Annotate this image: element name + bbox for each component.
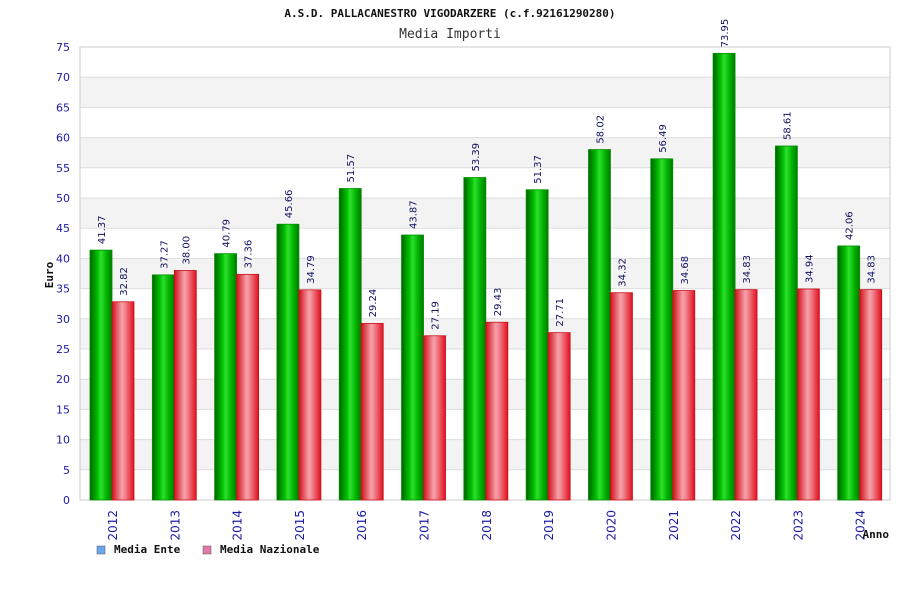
legend-label-media-nazionale: Media Nazionale xyxy=(220,543,320,556)
data-label: 40.79 xyxy=(222,219,233,248)
y-tick-label: 10 xyxy=(56,434,70,447)
y-tick-label: 0 xyxy=(63,494,70,507)
bar-media-ente xyxy=(214,253,238,501)
data-label: 37.27 xyxy=(159,240,170,269)
bar-media-ente xyxy=(338,188,362,501)
bar-media-ente xyxy=(525,189,549,501)
data-label: 56.49 xyxy=(658,124,669,153)
bar-media-nazionale xyxy=(111,301,135,501)
data-label: 45.66 xyxy=(284,190,295,219)
data-label: 51.57 xyxy=(346,154,357,183)
y-tick-label: 30 xyxy=(56,313,70,326)
legend-label-media-ente: Media Ente xyxy=(114,543,181,556)
bar-media-ente xyxy=(89,249,113,501)
bar-media-ente xyxy=(588,149,611,501)
y-tick-label: 55 xyxy=(56,162,70,175)
y-tick-label: 35 xyxy=(56,283,70,296)
chart-subtitle: Media Importi xyxy=(399,27,501,42)
bar-media-nazionale xyxy=(859,289,883,501)
bar-media-nazionale xyxy=(734,289,758,501)
y-tick-label: 5 xyxy=(63,464,70,477)
data-label: 34.83 xyxy=(867,255,878,284)
y-tick-label: 20 xyxy=(56,373,70,386)
x-tick-label: 2017 xyxy=(418,510,432,541)
y-tick-label: 45 xyxy=(56,222,70,235)
bar-media-nazionale xyxy=(796,288,820,501)
bar-media-ente xyxy=(712,52,736,501)
bar-media-nazionale xyxy=(610,292,633,501)
x-tick-label: 2012 xyxy=(106,510,120,541)
y-tick-label: 40 xyxy=(56,252,70,265)
x-axis-label: Anno xyxy=(863,528,890,541)
x-tick-label: 2019 xyxy=(542,510,556,541)
data-label: 42.06 xyxy=(845,211,856,240)
y-axis-label: Euro xyxy=(43,261,56,288)
bar-media-nazionale xyxy=(485,321,509,501)
x-tick-label: 2015 xyxy=(293,510,307,541)
bar-media-ente xyxy=(463,177,487,501)
bar-media-ente xyxy=(401,234,424,501)
bar-media-nazionale xyxy=(236,273,260,501)
bar-media-ente xyxy=(774,145,798,501)
x-tick-label: 2013 xyxy=(168,510,182,541)
data-label: 37.36 xyxy=(244,240,255,269)
data-label: 32.82 xyxy=(119,267,130,296)
x-tick-label: 2023 xyxy=(791,510,805,541)
y-tick-label: 60 xyxy=(56,132,70,145)
data-label: 58.61 xyxy=(782,111,793,140)
data-label: 27.71 xyxy=(555,298,566,327)
x-tick-label: 2021 xyxy=(667,510,681,541)
bar-media-nazionale xyxy=(547,332,571,501)
y-axis-ticks: 0 5 10 15 20 25 30 35 40 45 50 55 60 65 70 75 xyxy=(56,41,70,507)
data-label: 58.02 xyxy=(595,115,606,144)
data-label: 34.32 xyxy=(617,258,628,287)
legend-swatch-media-ente xyxy=(96,545,106,555)
x-tick-label: 2014 xyxy=(231,510,245,541)
y-tick-label: 50 xyxy=(56,192,70,205)
bar-media-ente xyxy=(650,158,674,501)
data-label: 27.19 xyxy=(431,301,442,330)
data-label: 73.95 xyxy=(720,19,731,48)
value-labels: 41.37 32.82 37.27 38.00 40.79 37.36 45.66 34.79… xyxy=(97,19,878,330)
y-tick-label: 65 xyxy=(56,101,70,114)
x-tick-label: 2018 xyxy=(480,510,494,541)
data-label: 34.83 xyxy=(742,255,753,284)
y-tick-label: 70 xyxy=(56,71,70,84)
x-tick-label: 2020 xyxy=(604,510,618,541)
grid-band xyxy=(80,137,890,168)
data-label: 34.79 xyxy=(306,255,317,284)
bar-media-ente xyxy=(837,245,861,501)
bar-media-nazionale xyxy=(173,270,197,501)
data-label: 34.68 xyxy=(680,256,691,285)
legend-swatch-media-nazionale xyxy=(202,545,212,555)
data-label: 41.37 xyxy=(97,215,108,244)
bar-media-ente xyxy=(276,223,300,501)
y-tick-label: 15 xyxy=(56,403,70,416)
x-axis-ticks: 2012 2013 2014 2015 2016 2017 2018 2019 2020 2021… xyxy=(106,510,868,541)
bar-media-nazionale xyxy=(360,322,384,501)
bar-media-ente xyxy=(151,274,175,501)
data-label: 29.43 xyxy=(493,288,504,317)
data-label: 29.24 xyxy=(368,289,379,318)
x-tick-label: 2016 xyxy=(355,510,369,541)
y-tick-label: 25 xyxy=(56,343,70,356)
chart-title: A.S.D. PALLACANESTRO VIGODARZERE (c.f.92… xyxy=(284,7,615,20)
data-label: 51.37 xyxy=(533,155,544,184)
bar-media-nazionale xyxy=(298,289,322,501)
data-label: 34.94 xyxy=(804,254,815,283)
x-tick-label: 2022 xyxy=(729,510,743,541)
data-label: 38.00 xyxy=(181,236,192,265)
bar-media-nazionale xyxy=(423,335,446,501)
bar-media-nazionale xyxy=(672,290,696,501)
data-label: 53.39 xyxy=(471,143,482,172)
x-tick-label: 2024 xyxy=(854,510,868,541)
data-label: 43.87 xyxy=(409,200,420,229)
bars xyxy=(89,52,883,501)
grid-band xyxy=(80,77,890,108)
legend: Media Ente Media Nazionale xyxy=(96,543,320,556)
y-tick-label: 75 xyxy=(56,41,70,54)
